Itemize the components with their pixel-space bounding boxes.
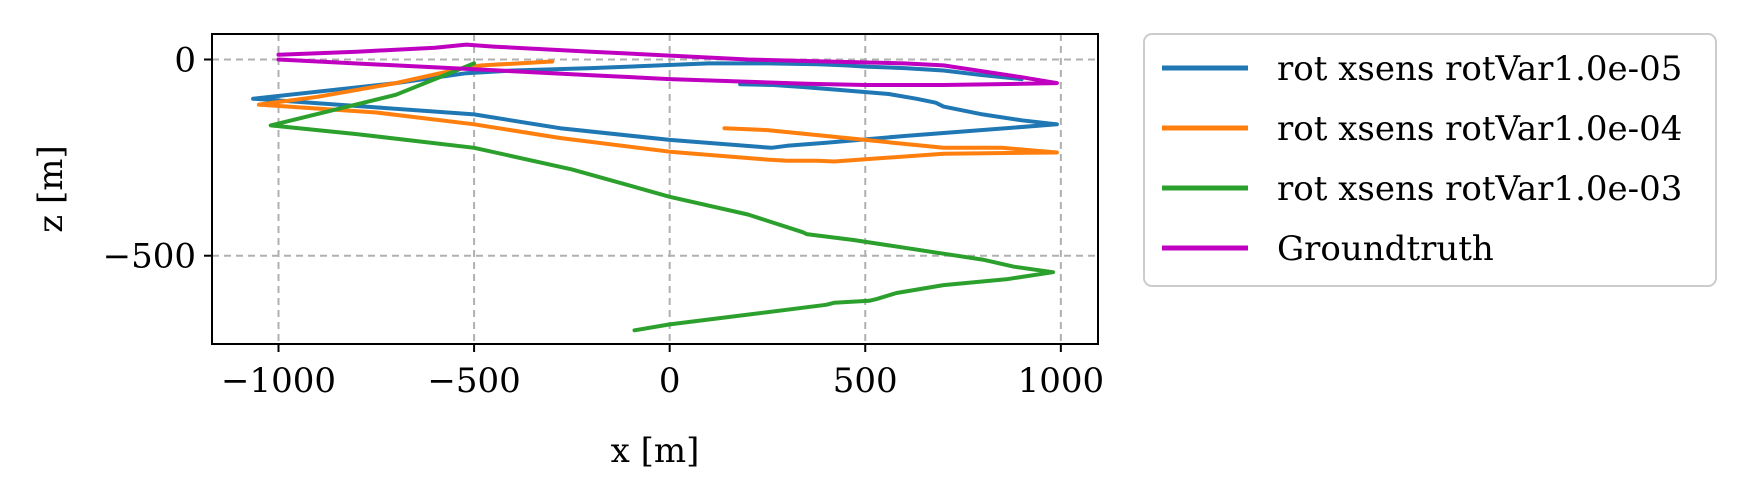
x-tick-label: −1000 <box>221 361 336 401</box>
series-line <box>276 42 1059 87</box>
series-line <box>268 61 1055 333</box>
x-tick-label: 500 <box>833 361 898 401</box>
legend-box <box>1143 33 1717 287</box>
y-tick-label: 0 <box>174 41 196 81</box>
axes-frame <box>211 33 1099 345</box>
y-tick-label: −500 <box>103 237 196 277</box>
legend-label: rot xsens rotVar1.0e-05 <box>1277 49 1682 89</box>
legend: rot xsens rotVar1.0e-05 rot xsens rotVar1… <box>1143 33 1717 287</box>
legend-label: rot xsens rotVar1.0e-04 <box>1277 109 1682 149</box>
series-layer <box>251 42 1059 333</box>
grid-layer <box>212 34 1098 344</box>
tick-layer: −1000 −500 0 500 1000 0 −500 <box>103 41 1104 401</box>
x-tick-label: −500 <box>427 361 520 401</box>
legend-label: rot xsens rotVar1.0e-03 <box>1277 169 1682 209</box>
series-line <box>251 61 1059 150</box>
x-tick-label: 0 <box>659 361 681 401</box>
x-axis-label: x [m] <box>611 431 700 471</box>
y-axis-label: z [m] <box>31 145 71 233</box>
x-tick-label: 1000 <box>1018 361 1105 401</box>
legend-items: rot xsens rotVar1.0e-05 rot xsens rotVar1… <box>1162 49 1682 269</box>
legend-label: Groundtruth <box>1277 229 1494 269</box>
series-line <box>256 59 1059 164</box>
